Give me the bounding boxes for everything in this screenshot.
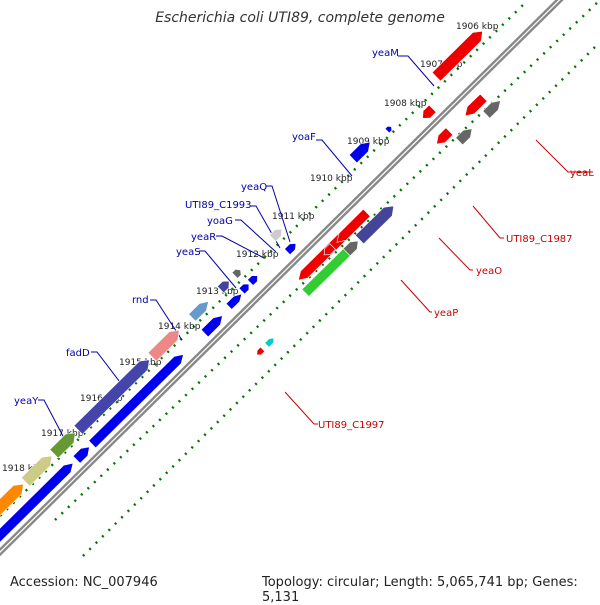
gene-yeaM-feature — [348, 141, 371, 164]
gene-gray-feature — [342, 240, 359, 257]
gene-label-yoaF: yoaF — [292, 132, 316, 143]
gene-khaki-feature — [20, 455, 53, 487]
gene-label-yeaM: yeaM — [372, 48, 399, 59]
backbone — [0, 0, 564, 557]
gene-yeaL-feature — [482, 100, 501, 119]
gene-yoaF-feature — [268, 228, 283, 242]
kbp-label: 1913 kbp — [196, 287, 239, 297]
kbp-label: 1906 kbp — [456, 22, 499, 32]
gene-label-yeaO: yeaO — [476, 266, 502, 277]
leader-lines — [38, 55, 593, 439]
gene-small-feature — [384, 125, 393, 134]
gene-C1987-feature — [354, 205, 395, 245]
gene-features — [0, 30, 501, 543]
gene-label-UTI89_C1987: UTI89_C1987 — [506, 234, 573, 245]
gene-label-yoaG: yoaG — [207, 216, 233, 227]
gene-blue-inner-feature — [225, 293, 243, 310]
kbp-label: 1914 kbp — [158, 322, 201, 332]
gene-cyan-feature — [264, 337, 275, 348]
gene-C1997-feature — [256, 346, 266, 356]
gene-blue-inner-feature — [72, 446, 90, 464]
kbp-label: 1910 kbp — [310, 174, 353, 184]
gene-label-yeaR: yeaR — [191, 232, 216, 243]
kbp-labels: 1906 kbp 1907 kbp 1908 kbp 1909 kbp 1910… — [2, 22, 499, 474]
gene-olive-feature — [49, 432, 76, 459]
gene-blue-inner-feature — [238, 283, 250, 295]
gene-label-yeaL: yeaL — [570, 168, 594, 179]
gene-blue-inner-feature — [284, 243, 297, 256]
gene-label-UTI89_C1997: UTI89_C1997 — [318, 420, 385, 431]
gene-orange-feature — [0, 483, 24, 516]
gene-labels-left: yeaM yoaF yeaQ UTI89_C1993 yoaG yeaR yea… — [14, 48, 399, 407]
gene-label-yeaQ: yeaQ — [241, 182, 267, 193]
gene-rnd-feature — [147, 329, 180, 362]
kbp-label: 1918 kbp — [2, 464, 45, 474]
gene-yoaG-feature — [231, 268, 242, 279]
accession-text: Accession: NC_007946 — [10, 575, 158, 590]
genome-summary-text: Topology: circular; Length: 5,065,741 bp… — [262, 575, 578, 605]
gene-label-UTI89_C1993: UTI89_C1993 — [185, 200, 252, 211]
gene-red-feature — [336, 208, 371, 243]
gene-red-inner-feature — [422, 104, 437, 119]
gene-label-rnd: rnd — [132, 295, 149, 306]
gene-red-outer-feature — [431, 30, 483, 82]
gene-label-yeaP: yeaP — [434, 308, 458, 319]
kbp-label: 1908 kbp — [384, 99, 427, 109]
map-title: Escherichia coli UTI89, complete genome — [155, 10, 445, 26]
gene-label-fadD: fadD — [66, 348, 90, 359]
gene-blue-inner-feature — [88, 354, 184, 449]
gene-red-feature — [464, 93, 488, 117]
gene-label-yeaY: yeaY — [14, 396, 39, 407]
kbp-label: 1909 kbp — [347, 137, 390, 147]
gene-red-small-feature — [323, 243, 336, 256]
gene-red-feature — [436, 127, 454, 145]
gene-labels-right: yeaL UTI89_C1987 yeaO yeaP UTI89_C1997 — [318, 168, 594, 431]
gene-blue-inner-feature — [0, 462, 74, 543]
gene-fadD-feature — [73, 359, 150, 435]
gene-blue-inner-feature — [200, 315, 223, 338]
gene-yeaS-feature — [188, 301, 209, 322]
gene-label-yeaS: yeaS — [176, 247, 201, 258]
gene-gray-feature — [455, 128, 473, 146]
gene-yeaQ-feature — [216, 280, 230, 294]
kbp-label: 1911 kbp — [272, 212, 315, 222]
gene-blue-inner-feature — [247, 275, 258, 286]
